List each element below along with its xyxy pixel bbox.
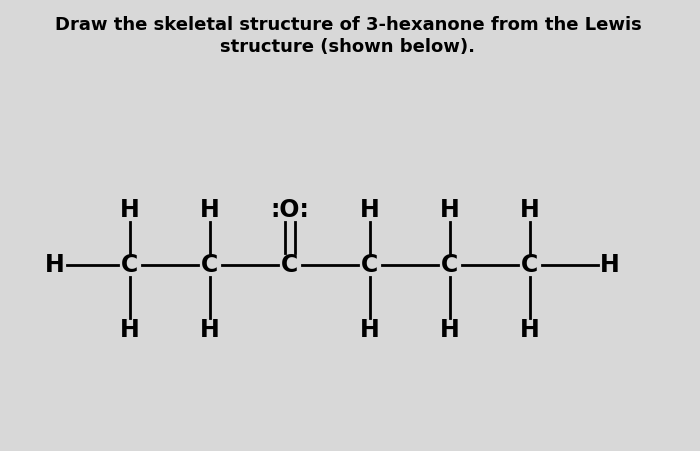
Text: structure (shown below).: structure (shown below). xyxy=(220,38,475,56)
Text: C: C xyxy=(361,253,379,277)
Text: C: C xyxy=(442,253,458,277)
Text: C: C xyxy=(281,253,299,277)
Text: H: H xyxy=(120,198,140,222)
Text: H: H xyxy=(45,253,65,277)
Text: H: H xyxy=(600,253,620,277)
Text: H: H xyxy=(520,198,540,222)
Text: H: H xyxy=(120,318,140,342)
Text: H: H xyxy=(200,318,220,342)
Text: C: C xyxy=(202,253,218,277)
Text: H: H xyxy=(520,318,540,342)
Text: C: C xyxy=(522,253,538,277)
Text: Draw the skeletal structure of 3-hexanone from the Lewis: Draw the skeletal structure of 3-hexanon… xyxy=(55,16,641,34)
Text: H: H xyxy=(440,318,460,342)
Text: H: H xyxy=(360,198,380,222)
Text: :O:: :O: xyxy=(271,198,309,222)
Text: C: C xyxy=(121,253,139,277)
Text: H: H xyxy=(440,198,460,222)
Text: H: H xyxy=(360,318,380,342)
Text: H: H xyxy=(200,198,220,222)
